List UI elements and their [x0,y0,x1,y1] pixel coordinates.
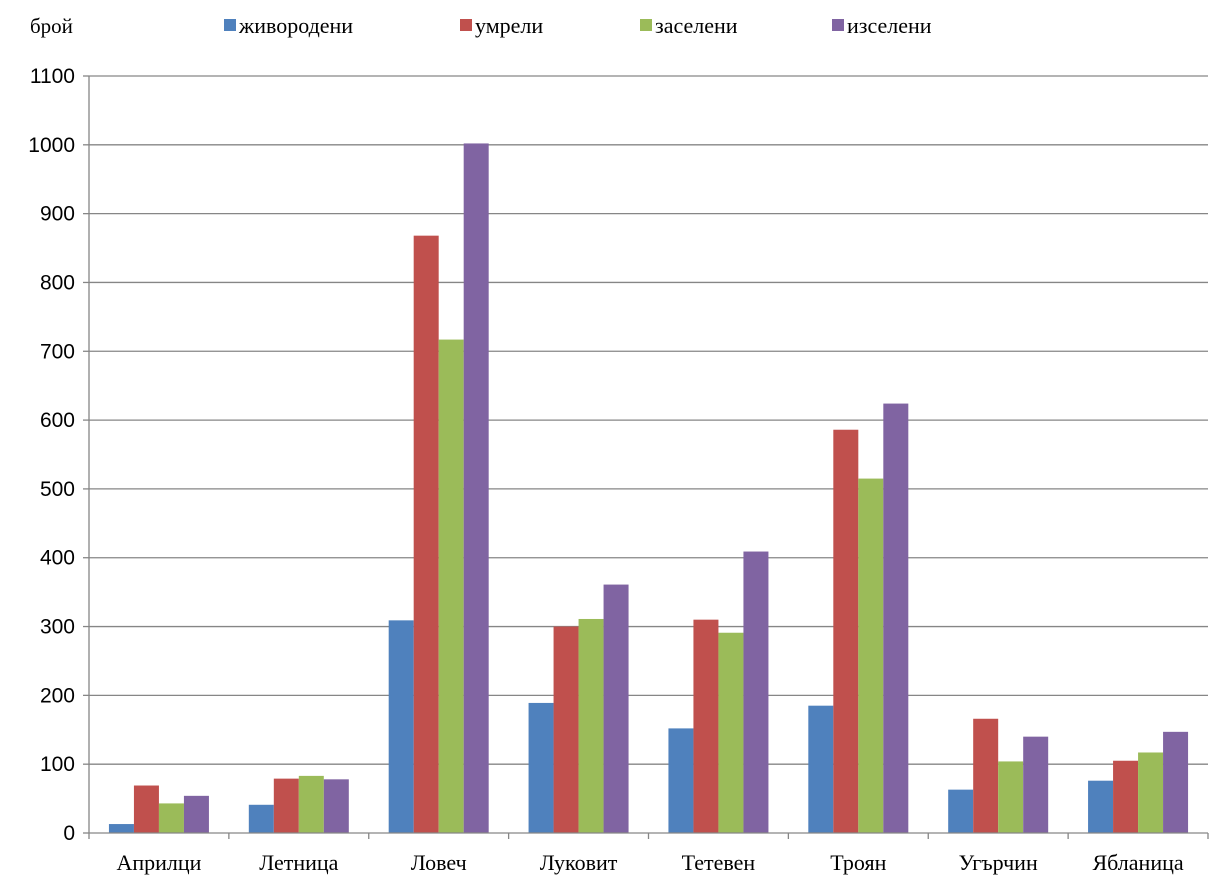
y-tick-label: 300 [40,616,75,639]
bar [578,618,604,833]
bar [858,478,884,833]
legend-label: живородени [238,13,353,38]
legend-label: умрели [475,13,543,38]
bar [413,235,439,833]
x-tick-label: Луковит [540,850,618,875]
legend: живородени умрели заселени изселени [224,13,932,38]
bar [108,824,134,833]
bar [1163,731,1189,833]
x-tick-label: Априлци [116,850,201,875]
legend-label: изселени [847,13,932,38]
x-axis-ticks: Априлци Летница Ловеч Луковит Тетевен Троян Уг… [88,833,1209,875]
y-tick-label: 500 [40,478,75,501]
legend-swatch [224,19,236,31]
bar [668,728,694,833]
y-tick-label: 100 [40,753,75,776]
legend-label: заселени [655,13,738,38]
bar [833,429,859,833]
bar [603,584,629,833]
y-axis-label: брой [30,14,73,38]
bar [183,795,209,833]
bar [1113,760,1139,833]
x-tick-label: Тетевен [682,850,756,875]
y-tick-label: 200 [40,684,75,707]
y-tick-label: 400 [40,547,75,570]
legend-swatch [460,19,472,31]
bar [1023,736,1049,833]
axes [88,76,1208,834]
x-tick-label: Угърчин [959,850,1038,875]
bar [463,143,489,833]
bar [743,551,769,833]
bar [298,775,324,833]
bar [998,761,1024,833]
y-tick-label: 700 [40,340,75,363]
bar [808,705,834,833]
bar [133,785,159,833]
bar [248,804,274,833]
bar [528,702,554,833]
y-tick-label: 900 [40,203,75,226]
bar [553,626,579,833]
bar [1088,780,1114,833]
x-tick-label: Троян [830,850,886,875]
bars [108,143,1189,833]
bar [158,803,184,833]
x-tick-label: Летница [259,850,338,875]
y-tick-label: 600 [40,409,75,432]
bar [323,779,349,833]
x-tick-label: Ябланица [1092,850,1183,875]
bar [1138,752,1164,833]
x-tick-label: Ловеч [411,850,467,875]
bar [973,718,999,833]
legend-swatch [832,19,844,31]
bar [693,619,719,833]
bar [948,789,974,833]
y-tick-label: 0 [63,822,75,845]
bar [388,620,414,833]
bar [718,632,744,833]
y-axis-ticks: 0 100 200 300 400 500 600 700 800 900 1000 1100 [28,65,89,845]
y-tick-label: 800 [40,271,75,294]
bar [883,403,909,833]
bar [438,339,464,833]
y-tick-label: 1000 [28,134,75,157]
legend-swatch [640,19,652,31]
gridlines [89,75,1208,765]
bar [273,778,299,833]
y-tick-label: 1100 [30,65,75,88]
